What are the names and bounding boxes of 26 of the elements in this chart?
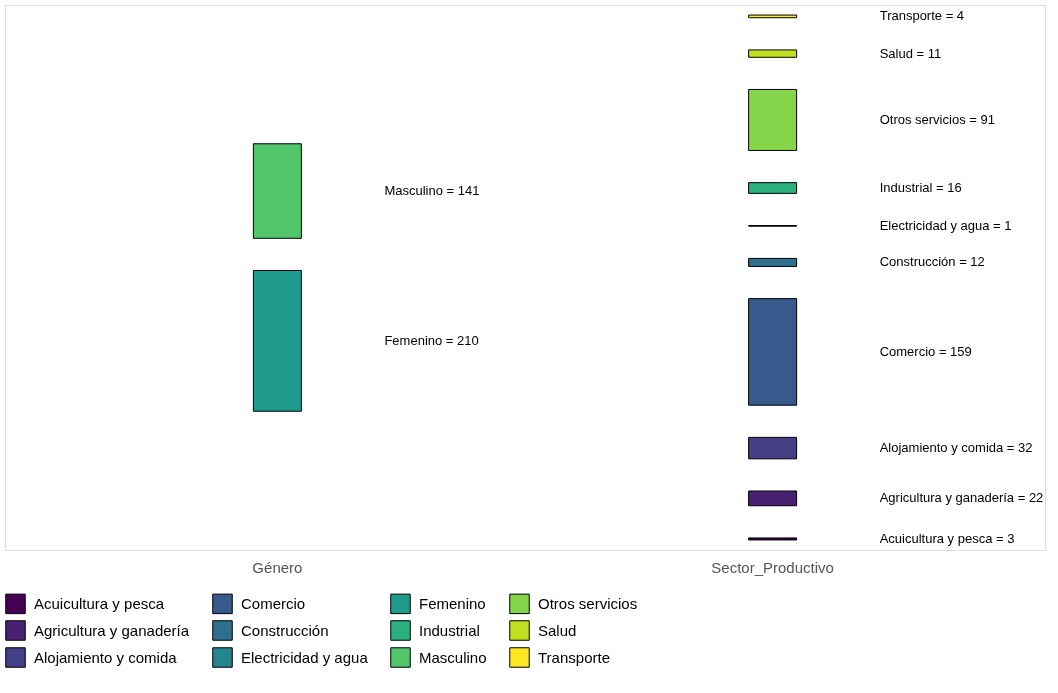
data-label: Otros servicios = 91	[879, 111, 995, 127]
data-label: Transporte = 4	[879, 8, 965, 24]
category-label: Género	[252, 558, 303, 576]
category-label: Sector_Productivo	[711, 558, 834, 576]
data-label: Electricidad y agua = 1	[879, 217, 1012, 233]
legend-label: Masculino	[419, 648, 487, 666]
data-label: Alojamiento y comida = 32	[879, 440, 1033, 456]
legend-label: Comercio	[241, 594, 306, 612]
legend-label: Femenino	[419, 594, 486, 612]
legend-label: Agricultura y ganadería	[34, 621, 190, 639]
legend-label: Acuicultura y pesca	[34, 594, 165, 612]
data-label: Femenino = 210	[384, 332, 479, 348]
legend-label: Industrial	[419, 621, 480, 639]
legend-label: Transporte	[538, 648, 610, 666]
legend-label: Construcción	[241, 621, 329, 639]
data-label: Comercio = 159	[879, 343, 972, 359]
data-label: Construcción = 12	[879, 254, 985, 270]
legend-label: Salud	[538, 621, 577, 639]
legend-label: Electricidad y agua	[241, 648, 369, 666]
legend-label: Otros servicios	[538, 594, 638, 612]
data-label: Industrial = 16	[879, 180, 962, 196]
data-label: Masculino = 141	[384, 183, 480, 199]
data-label: Salud = 11	[879, 45, 942, 61]
data-label: Agricultura y ganadería = 22	[879, 490, 1044, 506]
legend-label: Alojamiento y comida	[34, 648, 178, 666]
data-label: Acuicultura y pesca = 3	[879, 530, 1015, 546]
